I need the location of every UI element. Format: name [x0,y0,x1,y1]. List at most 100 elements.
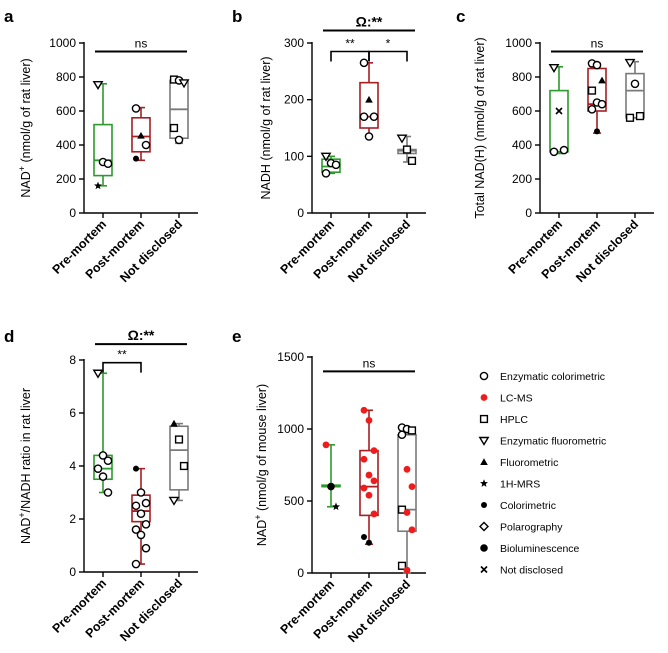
data-point-circle-open [98,472,108,481]
cross-stroke [480,565,488,574]
legend-item: Polarography [479,522,563,534]
data-point-circle-open [369,112,379,121]
box-post-mortem [587,59,607,135]
y-axis-label-part: NAD [255,520,269,546]
data-point-circle-open [93,464,103,473]
y-tick-label: 400 [56,138,76,152]
y-tick-label: 800 [512,70,532,84]
panel-label: d [4,327,14,346]
panel-label: e [232,327,241,346]
data-point-circle-open [549,147,559,157]
data-point-square-open [587,86,597,95]
data-point-square-open [174,435,184,444]
box-post-mortem [131,465,151,569]
data-point-circle-open [174,135,184,145]
data-point-circle-red [360,406,368,414]
legend-label: Enzymatic colorimetric [500,371,605,383]
data-point-triangle-up-filled [365,95,373,103]
significance-label: ** [345,37,355,51]
box-pre-mortem [548,63,569,157]
data-point-triangle-down-open [178,79,190,89]
data-point-circle-red [403,566,411,574]
box-not-disclosed [624,58,645,122]
data-point-square-open [407,156,417,165]
y-axis-label-part: NAD [19,518,33,544]
y-tick-label: 1000 [49,36,76,50]
data-point-circle-open [359,112,369,121]
y-tick-label: 0 [297,566,304,580]
data-point-circle-filled-small [361,534,367,540]
y-tick-label: 400 [512,138,532,152]
data-point-square-open [397,561,407,570]
significance-bracket [102,361,142,373]
y-axis-label-part: Total NAD(H) (nmol/g of rat liver) [473,37,487,218]
panel-a: a 0 200 400 600 800 1000 NAD+ (nmol/g of rat li… [4,7,198,285]
legend: Enzymatic colorimetric LC-MS HPLC Enzymatic… [478,371,606,577]
data-point-circle-open [131,525,141,534]
y-tick-label: 300 [284,36,304,50]
data-point-circle-open [141,520,151,529]
box-iqr [169,425,189,491]
legend-marker-star [480,479,488,487]
data-point-triangle-up-filled [598,76,606,84]
y-tick-label: 2 [69,512,76,526]
y-axis-label: NADH (nmol/g of rat liver) [259,56,273,199]
legend-marker-circle-filled-small [481,502,487,508]
data-point-triangle-down-open [168,496,180,506]
y-tick-label: 200 [512,172,532,186]
data-point-circle-open [587,105,597,114]
data-point-circle-red [408,483,416,490]
data-point-circle-red [370,477,378,485]
box-pre-mortem [320,152,341,178]
data-point-circle-open [103,488,113,497]
data-point-circle-red [365,471,373,479]
data-point-circle-red [360,484,368,492]
y-axis-label-superscript: + [17,166,27,171]
significance-label: ns [135,37,148,51]
data-point-circle-open [359,58,369,68]
significance-label: ns [591,37,604,51]
box-pre-mortem [92,369,113,497]
data-point-circle-filled-small [133,465,139,472]
data-point-circle-red [403,509,411,516]
panel-label: c [456,7,465,26]
box-post-mortem [359,58,379,141]
y-tick-label: 6 [69,406,76,420]
data-point-square-open [169,123,179,133]
y-axis-label-part: NADH (nmol/g of rat liver) [259,56,273,199]
data-point-circle-filled-small [366,539,372,546]
y-tick-label: 800 [56,70,76,84]
y-tick-label: 200 [284,93,304,107]
data-point-square-open [625,113,635,122]
legend-marker-cross [480,565,488,574]
data-point-circle-red [370,510,378,518]
data-point-star [94,181,102,190]
data-point-triangle-down-open [92,369,104,379]
legend-label: Colorimetric [500,500,556,512]
y-tick-label: 0 [69,565,76,579]
box-iqr [359,449,379,517]
data-point-circle-open [98,451,108,460]
legend-item: Not disclosed [480,565,563,577]
legend-label: HPLC [500,414,528,426]
data-point-circle-open [131,559,141,569]
data-point-circle-filled-small [594,128,600,135]
significance-bracket [368,50,408,62]
data-point-square-open [179,461,189,471]
data-point-square-open [635,111,645,121]
data-point-cross [555,107,563,115]
legend-marker-circle-red [480,394,488,401]
box-iqr [625,72,645,119]
y-axis-label-part: /NADH ratio in rat liver [19,388,33,512]
data-point-circle-open [103,456,113,466]
panel-e: e 0 500 1000 1500 NAD+ (nmol/g of mouse liver… [232,327,426,645]
y-tick-label: 500 [284,494,304,508]
data-point-triangle-down-open [92,80,104,91]
data-point-circle-open [103,159,113,168]
box-not-disclosed [169,75,190,145]
data-point-circle-open [364,132,374,141]
data-point-circle-open [131,104,141,113]
data-point-circle-red [360,455,368,463]
